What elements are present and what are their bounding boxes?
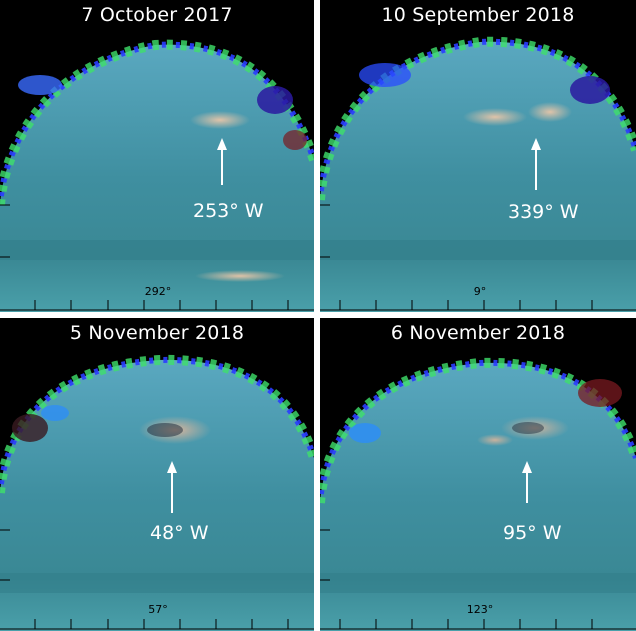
arrow-head-2 <box>531 138 541 150</box>
longitude-label: 95° W <box>503 522 562 544</box>
panel-2: 10 September 2018 339° W 9° <box>320 0 636 312</box>
jupiter-image-1 <box>0 39 314 312</box>
panel-3: 5 November 2018 48° W 57° <box>0 318 314 631</box>
arrow-head-4 <box>522 461 532 473</box>
longitude-label: 339° W <box>508 201 579 223</box>
panel-title: 7 October 2017 <box>81 4 233 26</box>
jupiter-image-3 <box>0 354 314 631</box>
arrow-head-3 <box>167 461 177 473</box>
jupiter-image-4 <box>320 357 636 631</box>
panel-title: 10 September 2018 <box>381 4 575 26</box>
panel-title: 6 November 2018 <box>390 322 566 344</box>
arrow-head-1 <box>217 138 227 150</box>
panel-title: 5 November 2018 <box>69 322 245 344</box>
meridian-label: 57° <box>148 603 168 616</box>
longitude-label: 253° W <box>193 200 264 222</box>
meridian-label: 9° <box>473 285 487 298</box>
meridian-label: 123° <box>466 603 494 616</box>
longitude-label: 48° W <box>150 522 209 544</box>
jupiter-image-2 <box>320 36 636 312</box>
meridian-label: 292° <box>144 285 172 298</box>
panel-4: 6 November 2018 95° W 123° <box>320 318 636 631</box>
panel-1: 7 October 2017 253° W 292° <box>0 0 314 312</box>
